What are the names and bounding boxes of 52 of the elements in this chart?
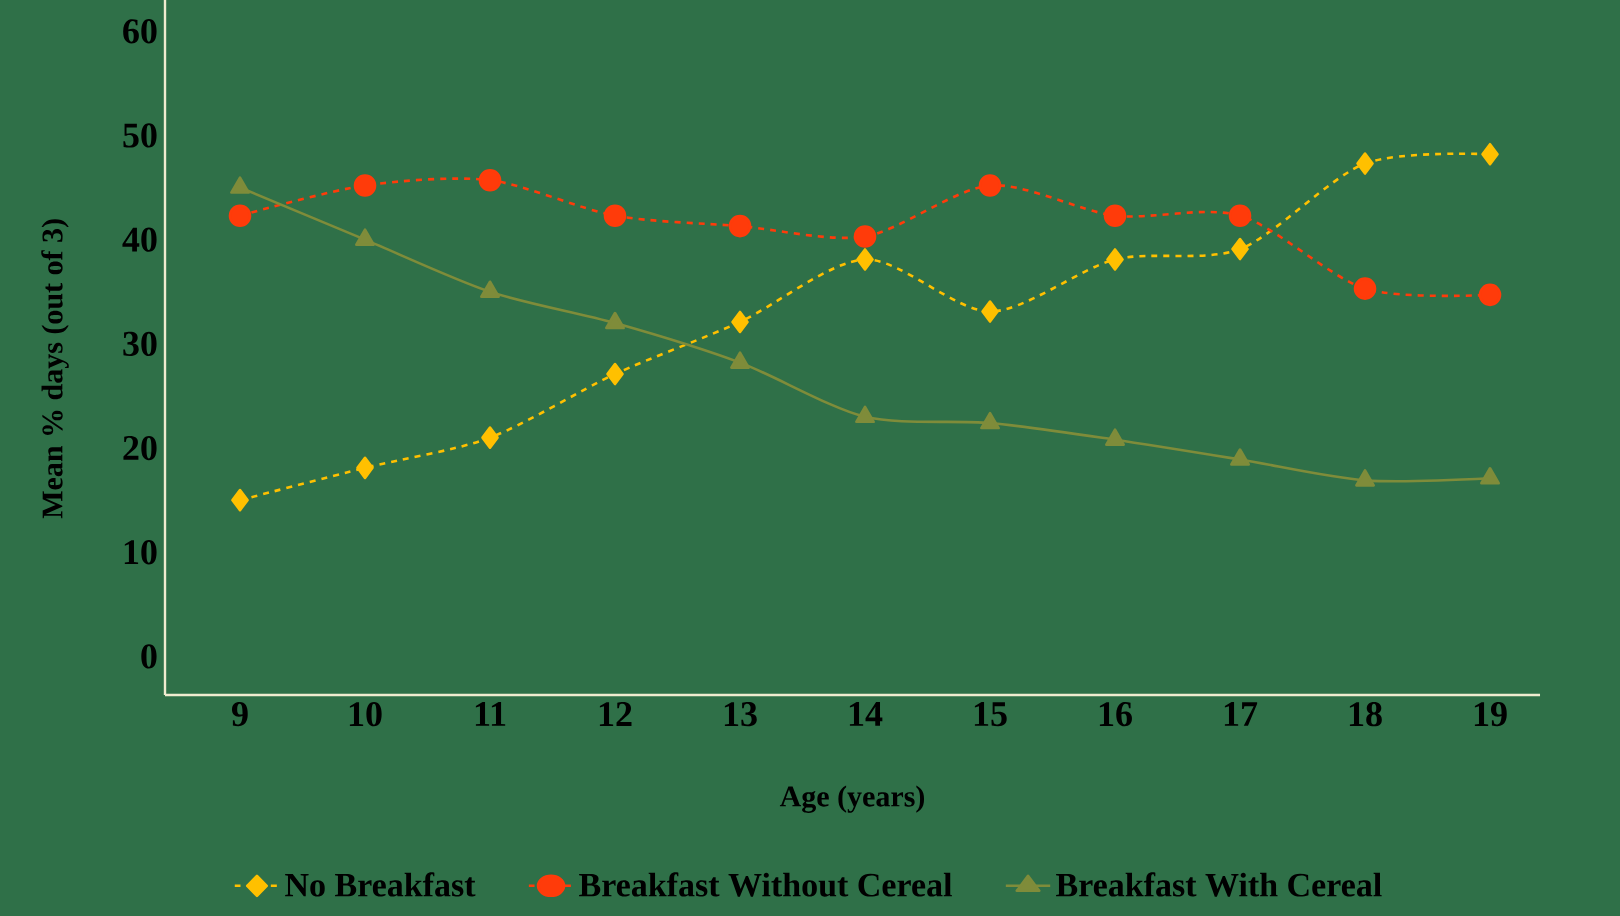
legend-label: Breakfast With Cereal [1056, 872, 1382, 897]
x-tick-label: 14 [849, 702, 883, 726]
y-tick-label: 20 [123, 435, 157, 461]
x-tick-label: 18 [1349, 702, 1382, 727]
point [730, 351, 750, 369]
point [353, 174, 377, 197]
point [728, 214, 752, 238]
point [480, 280, 500, 299]
y-axis-title: Mean % days (out of 3) [41, 219, 69, 519]
point [481, 426, 499, 449]
point [1230, 448, 1250, 466]
point [1356, 152, 1374, 175]
point [1355, 469, 1375, 487]
x-tick-label: 9 [231, 702, 248, 727]
point [603, 204, 627, 227]
point [606, 362, 624, 386]
point [1480, 466, 1500, 485]
x-tick-label: 10 [349, 702, 382, 727]
x-tick-label: 13 [724, 702, 757, 727]
point [1231, 237, 1249, 261]
point [855, 405, 875, 424]
point [1481, 142, 1499, 166]
y-tick-label: 50 [123, 123, 157, 148]
point [1103, 204, 1127, 227]
y-tick-label: 10 [124, 540, 157, 565]
x-tick-label: 11 [475, 702, 506, 726]
point [1105, 428, 1125, 447]
x-tick-label: 12 [599, 702, 632, 726]
point [1106, 248, 1124, 271]
x-tick-label: 15 [974, 702, 1007, 727]
point [1228, 204, 1252, 227]
y-tick-label: 40 [122, 227, 157, 252]
legend-label: No Breakfast [285, 872, 476, 897]
point [981, 300, 999, 323]
point [731, 310, 749, 334]
x-tick-label: 19 [1474, 702, 1507, 727]
x-axis-title: Age (years) [779, 785, 925, 813]
point [980, 411, 1000, 430]
point [856, 248, 874, 271]
point [853, 225, 877, 248]
y-tick-label: 60 [123, 19, 157, 44]
x-tick-label: 16 [1099, 702, 1132, 727]
point [978, 174, 1002, 197]
point [1478, 283, 1502, 307]
point [605, 311, 625, 330]
point [228, 204, 252, 227]
y-tick-label: 30 [123, 331, 157, 356]
point [478, 168, 502, 192]
legend-label: Breakfast Without Cereal [579, 872, 952, 897]
point [1353, 277, 1377, 300]
x-tick-label: 17 [1224, 702, 1258, 726]
y-tick-label: 0 [141, 644, 157, 669]
